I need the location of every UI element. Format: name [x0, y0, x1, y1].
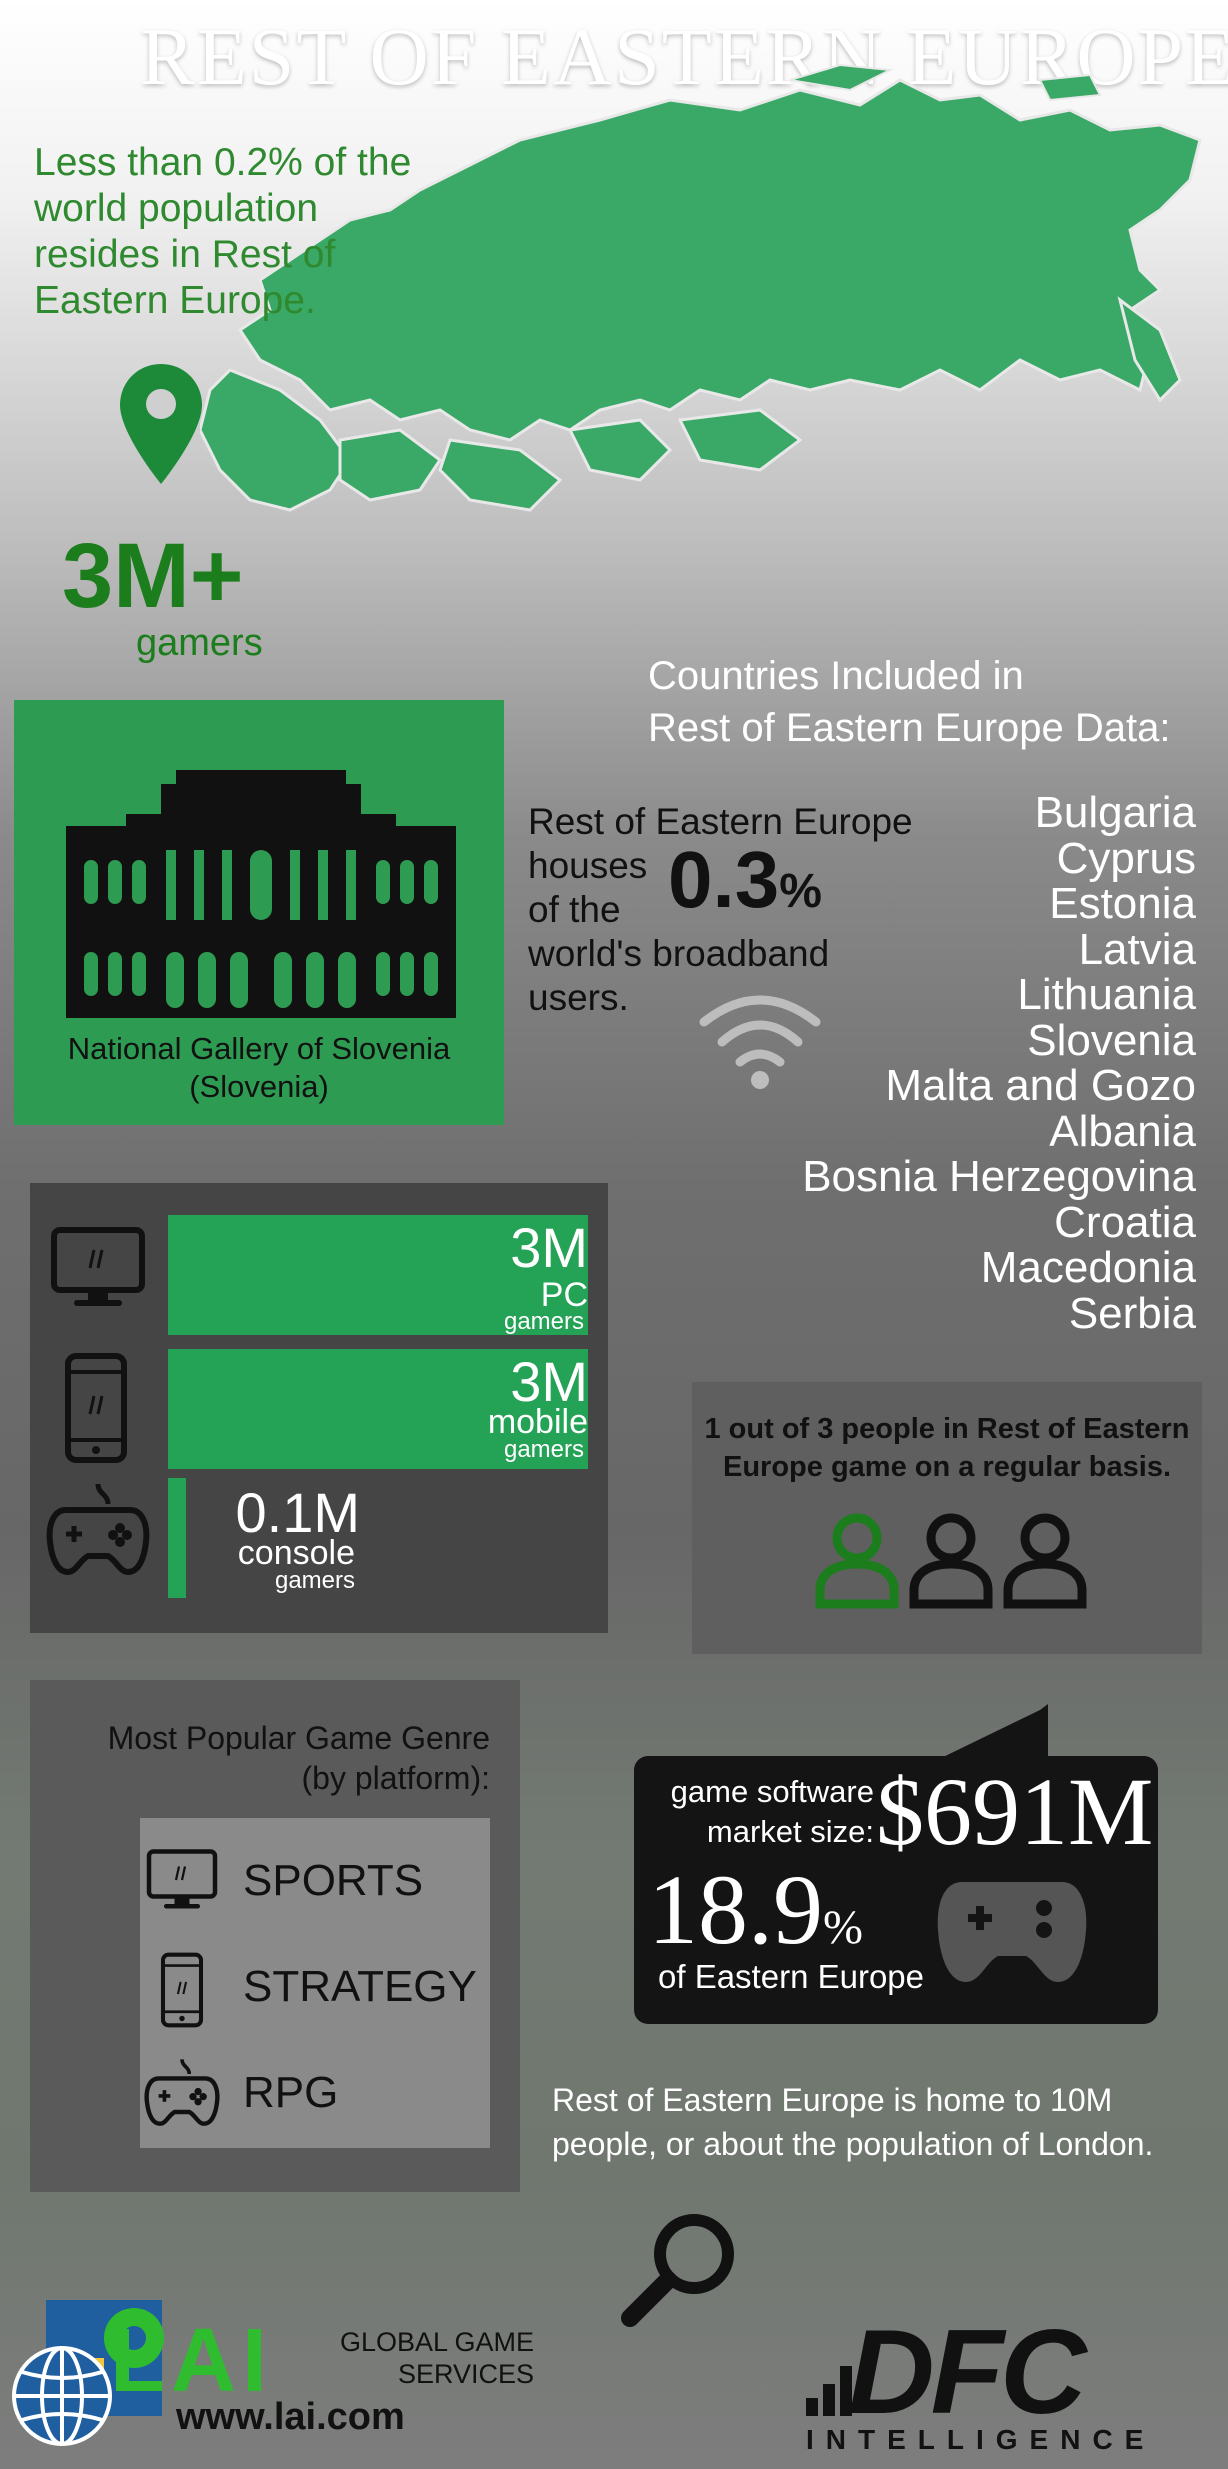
monitor-icon	[146, 1849, 218, 1909]
wifi-icon	[699, 995, 821, 1089]
gamepad-icon	[46, 1483, 150, 1576]
console-sublabel: gamers	[274, 1567, 355, 1594]
country-item: Macedonia	[980, 1243, 1196, 1292]
person-icon	[909, 1513, 993, 1609]
lai-logo: LAI	[110, 2311, 273, 2411]
country-item: Malta and Gozo	[885, 1061, 1196, 1110]
region-map	[200, 63, 1202, 512]
gaming-ratio-text: 1 out of 3 people in Rest of Eastern Eur…	[704, 1413, 1190, 1483]
genre-console: RPG	[243, 2068, 339, 2117]
broadband-text: Rest of Eastern Europe houses of the wor…	[528, 801, 913, 1018]
gamepad-icon	[937, 1882, 1087, 1982]
magnifier-icon	[621, 2214, 734, 2327]
lai-tagline: GLOBAL GAME SERVICES	[339, 2327, 534, 2389]
total-gamers-label: gamers	[136, 622, 263, 664]
country-item: Albania	[1049, 1106, 1196, 1156]
phone-icon	[160, 1952, 204, 2028]
market-label: game software market size:	[670, 1774, 874, 1849]
genre-title: Most Popular Game Genre (by platform):	[107, 1720, 490, 1796]
monitor-icon	[51, 1227, 145, 1306]
broadband-percentage: 0.3%	[668, 835, 822, 924]
console-bar	[168, 1478, 186, 1598]
mobile-value: 3M	[510, 1350, 588, 1413]
gamepad-icon	[144, 2059, 220, 2126]
dfc-bars-icon	[806, 2366, 852, 2416]
mobile-bar	[168, 1349, 588, 1469]
country-item: Serbia	[1068, 1288, 1196, 1338]
country-item: Latvia	[1078, 924, 1196, 974]
country-item: Estonia	[1049, 879, 1196, 928]
countries-heading: Countries Included in Rest of Eastern Eu…	[648, 654, 1171, 750]
country-item: Bosnia Herzegovina	[802, 1152, 1196, 1201]
dfc-subtitle: INTELLIGENCE	[806, 2424, 1156, 2455]
location-pin-icon	[120, 364, 202, 484]
people-icons	[815, 1513, 1087, 1609]
pc-bar	[168, 1215, 588, 1335]
total-gamers-value: 3M+	[62, 525, 244, 627]
dfc-logo: DFC	[848, 2305, 1087, 2439]
population-share-text: Less than 0.2% of the world population r…	[34, 141, 412, 322]
genre-pc: SPORTS	[243, 1856, 424, 1905]
mobile-label: mobile	[487, 1403, 588, 1441]
mobile-sublabel: gamers	[503, 1436, 584, 1463]
genre-mobile: STRATEGY	[243, 1962, 477, 2011]
console-label: console	[237, 1534, 355, 1572]
pc-sublabel: gamers	[503, 1308, 584, 1335]
country-item: Croatia	[1054, 1197, 1196, 1247]
market-value: $691M	[876, 1758, 1154, 1865]
person-icon	[1003, 1513, 1087, 1609]
person-icon	[815, 1513, 899, 1609]
pc-label: PC	[540, 1276, 588, 1314]
country-item: Lithuania	[1017, 970, 1196, 1019]
landmark-caption: National Gallery of Slovenia (Slovenia)	[67, 1031, 451, 1104]
pc-value: 3M	[510, 1216, 588, 1279]
market-share: 18.9%	[648, 1854, 863, 1965]
country-item: Slovenia	[1027, 1015, 1196, 1065]
console-value: 0.1M	[235, 1481, 361, 1544]
market-share-label: of Eastern Europe	[658, 1958, 924, 1995]
lai-url[interactable]: www.lai.com	[176, 2396, 405, 2438]
country-item: Cyprus	[1056, 833, 1196, 883]
country-item: Bulgaria	[1034, 788, 1196, 837]
country-list: Bulgaria Cyprus Estonia Latvia Lithuania…	[700, 790, 1196, 1336]
phone-icon	[65, 1353, 127, 1463]
globe-icon	[12, 2346, 112, 2446]
population-text: Rest of Eastern Europe is home to 10M pe…	[552, 2082, 1154, 2162]
gallery-building-icon	[66, 770, 456, 1018]
